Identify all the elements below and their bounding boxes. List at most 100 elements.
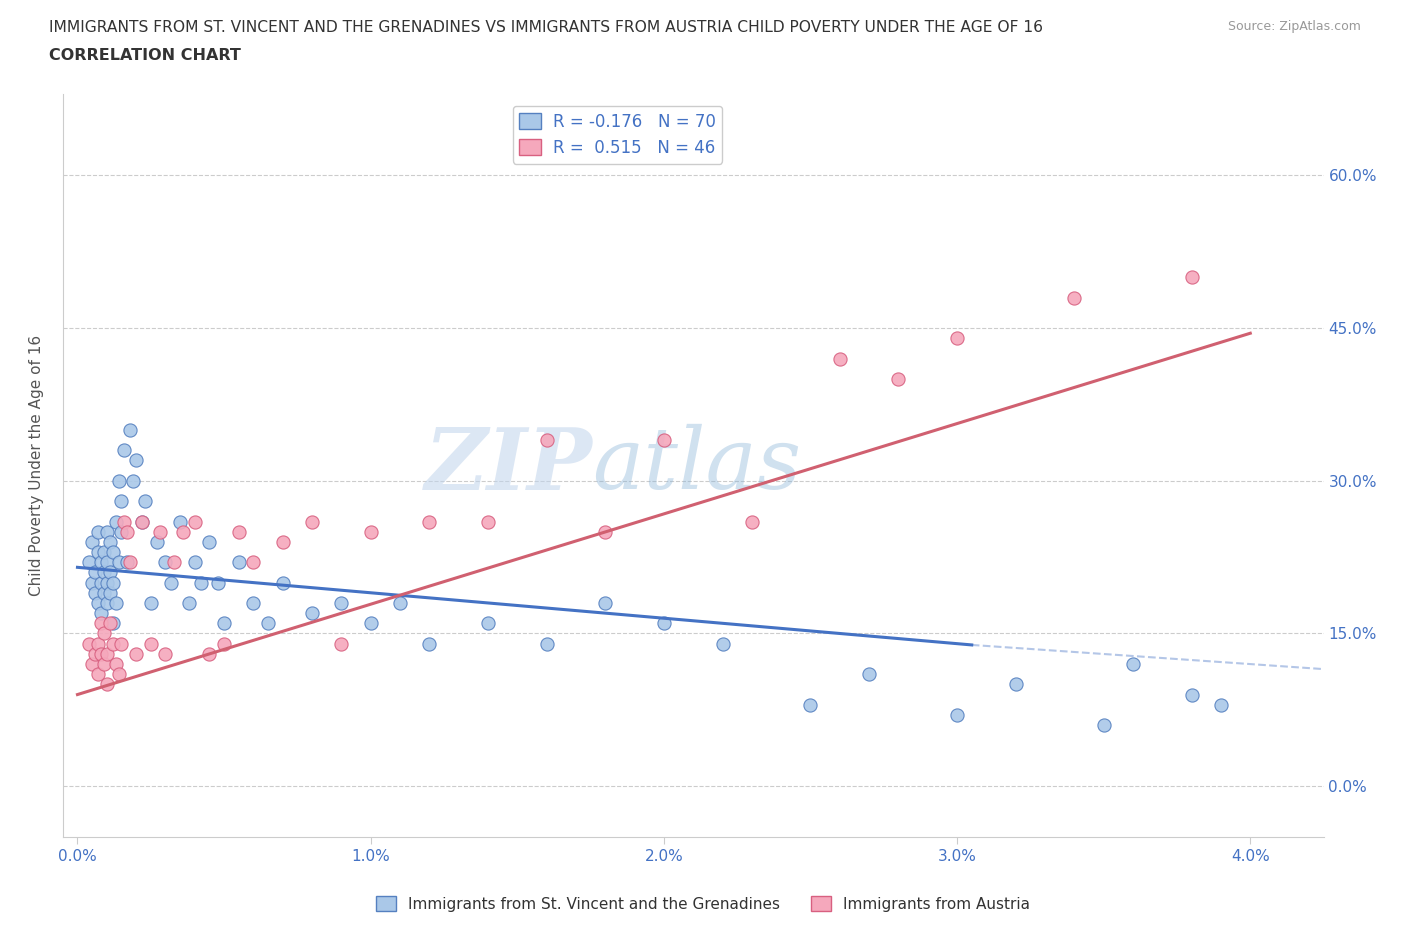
Point (887, 372, 910, 387)
Point (107, 473, 129, 488)
Point (131, 514, 153, 529)
Point (90, 605, 112, 620)
Text: CORRELATION CHART: CORRELATION CHART (49, 48, 240, 63)
Point (87, 667, 110, 682)
Point (184, 514, 207, 529)
Point (96, 646, 118, 661)
Point (82, 657, 104, 671)
Point (87, 545, 110, 560)
Point (96, 525, 118, 539)
Point (112, 514, 135, 529)
Point (104, 657, 127, 671)
Point (87, 595, 110, 610)
Point (169, 514, 191, 529)
Point (98, 616, 121, 631)
Point (122, 473, 145, 488)
Point (301, 514, 323, 529)
Point (98, 585, 121, 600)
Point (477, 616, 499, 631)
Point (477, 514, 499, 529)
Point (1181, 270, 1204, 285)
Point (155, 555, 177, 570)
Point (87, 525, 110, 539)
Point (93, 585, 115, 600)
Point (536, 432, 558, 447)
Point (112, 443, 135, 458)
Point (330, 636, 353, 651)
Point (212, 616, 235, 631)
Point (198, 535, 221, 550)
Point (593, 525, 616, 539)
Point (84, 565, 107, 580)
Point (110, 525, 132, 539)
Point (90, 575, 112, 590)
Point (139, 636, 162, 651)
Point (228, 525, 250, 539)
Point (1004, 677, 1026, 692)
Point (212, 636, 235, 651)
Point (301, 605, 323, 620)
Point (172, 525, 194, 539)
Point (593, 595, 616, 610)
Point (799, 698, 821, 712)
Point (77, 636, 100, 651)
Legend: Immigrants from St. Vincent and the Grenadines, Immigrants from Austria: Immigrants from St. Vincent and the Gren… (370, 890, 1036, 918)
Point (93, 626, 115, 641)
Point (101, 575, 124, 590)
Point (120, 422, 142, 437)
Point (98, 565, 121, 580)
Point (536, 636, 558, 651)
Point (98, 535, 121, 550)
Point (858, 667, 880, 682)
Point (117, 555, 139, 570)
Point (190, 575, 212, 590)
Point (207, 575, 229, 590)
Point (96, 677, 118, 692)
Point (93, 545, 115, 560)
Point (139, 595, 162, 610)
Text: IMMIGRANTS FROM ST. VINCENT AND THE GRENADINES VS IMMIGRANTS FROM AUSTRIA CHILD : IMMIGRANTS FROM ST. VINCENT AND THE GREN… (49, 20, 1043, 35)
Point (257, 616, 280, 631)
Point (198, 646, 221, 661)
Point (131, 514, 153, 529)
Point (107, 667, 129, 682)
Point (82, 575, 104, 590)
Point (96, 595, 118, 610)
Point (360, 616, 382, 631)
Text: atlas: atlas (592, 424, 801, 507)
Point (741, 514, 763, 529)
Point (107, 555, 129, 570)
Point (77, 555, 100, 570)
Point (1181, 687, 1204, 702)
Point (652, 616, 675, 631)
Point (90, 616, 112, 631)
Point (184, 555, 207, 570)
Point (93, 657, 115, 671)
Point (84, 646, 107, 661)
Point (145, 535, 167, 550)
Point (946, 708, 969, 723)
Point (652, 432, 675, 447)
Point (101, 616, 124, 631)
Point (104, 595, 127, 610)
Point (160, 575, 183, 590)
Point (90, 646, 112, 661)
Legend: R = -0.176   N = 70, R =  0.515   N = 46: R = -0.176 N = 70, R = 0.515 N = 46 (513, 106, 723, 164)
Point (125, 646, 148, 661)
Point (93, 565, 115, 580)
Point (828, 352, 851, 366)
Point (96, 555, 118, 570)
Point (177, 595, 200, 610)
Point (101, 636, 124, 651)
Point (120, 555, 142, 570)
Point (96, 575, 118, 590)
Point (228, 555, 250, 570)
Point (1209, 698, 1232, 712)
Point (163, 555, 186, 570)
Point (148, 525, 170, 539)
Point (418, 514, 440, 529)
Point (134, 494, 156, 509)
Point (271, 575, 294, 590)
Point (82, 535, 104, 550)
Point (1063, 290, 1085, 305)
